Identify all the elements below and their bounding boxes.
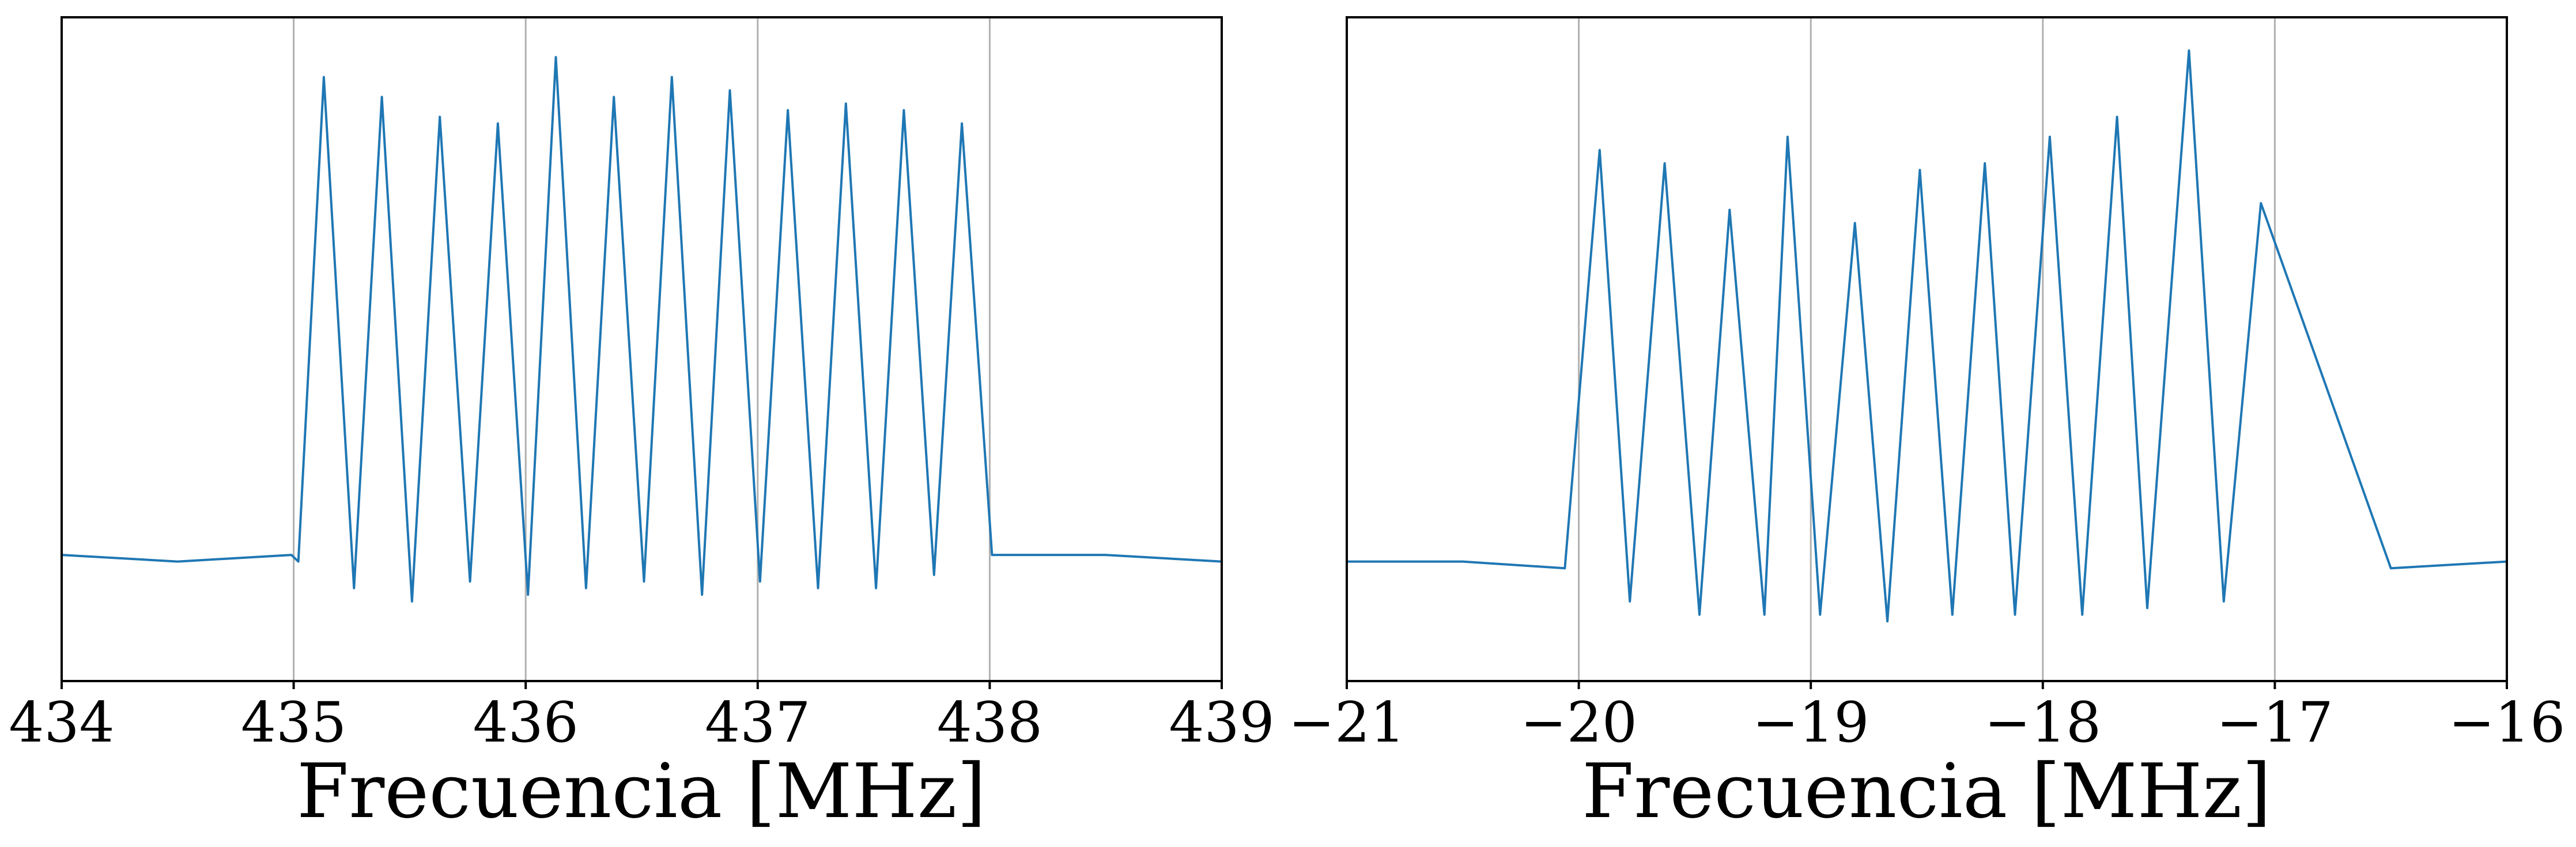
x-tick-label: 439	[1169, 690, 1274, 755]
x-tick-label: −17	[2216, 690, 2333, 755]
panel-left: 434 435 436 437 438 439 Frecuencia [MHz]	[9, 16, 1275, 835]
x-axis-label: Frecuencia [MHz]	[1582, 747, 2271, 835]
panel-right: −21 −20 −19 −18 −17 −16 Frecuencia [MHz]	[1289, 16, 2566, 835]
x-tick-label: 437	[705, 690, 810, 755]
x-tick-label: −19	[1752, 690, 1869, 755]
x-tick-label: −20	[1520, 690, 1637, 755]
plot-frame	[61, 16, 1223, 682]
series-line	[1347, 49, 2507, 623]
x-tick-label: 436	[473, 690, 579, 755]
x-tick-label: 434	[9, 690, 114, 755]
x-axis-label: Frecuencia [MHz]	[297, 747, 986, 835]
x-tick-label: −16	[2449, 690, 2566, 755]
series-line	[61, 56, 1222, 603]
x-tick-label: −21	[1289, 690, 1406, 755]
x-tick-label: 438	[937, 690, 1043, 755]
x-tick-label: 435	[241, 690, 346, 755]
x-tick-label: −18	[1985, 690, 2102, 755]
plot-frame	[1346, 16, 2508, 682]
